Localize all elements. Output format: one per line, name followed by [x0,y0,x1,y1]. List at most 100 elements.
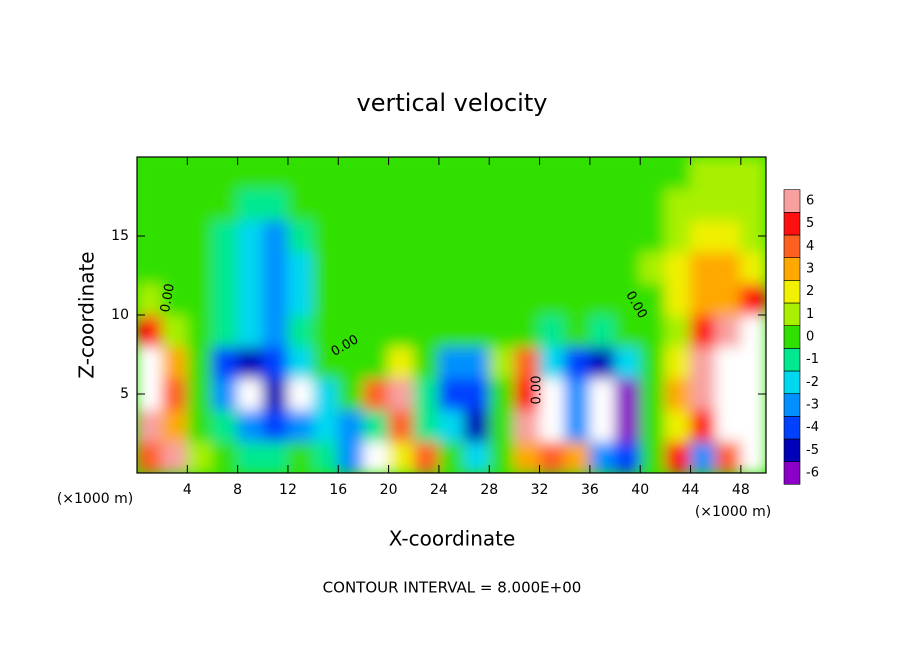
cell [388,440,415,473]
y-tick-label: 10 [111,307,129,323]
x-unit: (×1000 m) [695,504,771,520]
cell [413,346,440,379]
colorbar-label: -3 [806,398,819,413]
cell [362,346,390,379]
cell [463,219,490,253]
cell [513,188,541,221]
cell [690,282,717,316]
cell [513,346,541,379]
cell [186,346,213,379]
colorbar-label: -5 [806,443,819,458]
cell [237,251,264,284]
cell [513,219,541,253]
cell [513,251,541,284]
cell [589,440,616,473]
cell [312,409,339,442]
cell [388,188,415,221]
cell [513,314,541,348]
cell [413,440,440,473]
cell [262,219,289,253]
cell [362,157,390,190]
cell [513,282,541,316]
cell [312,314,339,348]
cell [161,188,188,221]
cell [413,377,440,411]
cell [262,314,289,348]
cell [186,251,213,284]
x-tick-label: 8 [233,482,242,498]
cell [287,251,314,284]
cell [438,282,465,316]
cell [564,377,591,411]
cell [388,346,415,379]
cell [237,282,264,316]
cell [589,409,616,442]
cell [161,409,188,442]
x-tick-label: 28 [480,482,498,498]
cell [312,188,339,221]
colorbar-swatch [783,393,801,417]
cell [690,251,717,284]
cell [413,157,440,190]
cell [463,314,490,348]
cell [614,219,641,253]
cell [564,346,591,379]
cell [287,440,314,473]
cell [186,409,213,442]
cell [211,377,239,411]
cell [211,314,239,348]
cell [589,346,616,379]
cell [211,251,239,284]
cell [614,377,641,411]
cell [237,409,264,442]
cell [463,157,490,190]
cell [564,314,591,348]
cell [614,251,641,284]
cell [488,314,515,348]
cell [312,251,339,284]
cell [161,346,188,379]
cells [137,157,766,473]
cell [564,409,591,442]
cell [664,188,692,221]
cell [161,314,188,348]
cell [664,440,692,473]
cell [438,157,465,190]
cell [614,282,641,316]
cell [312,377,339,411]
cell [438,188,465,221]
cell [337,157,364,190]
contour-label: 0.00 [158,282,178,313]
cell [715,157,742,190]
cell [337,314,364,348]
cell [740,346,766,379]
cell [564,440,591,473]
cell [488,219,515,253]
cell [664,409,692,442]
cell [488,282,515,316]
cell [237,440,264,473]
cell [362,409,390,442]
cell [262,282,289,316]
cell [211,188,239,221]
cell [639,409,666,442]
cell [715,314,742,348]
cell [388,219,415,253]
cell [740,282,766,316]
colorbar-label: 2 [806,284,814,299]
cell [413,188,440,221]
x-unit: (×1000 m) [57,491,133,507]
cell [362,314,390,348]
cell [539,251,566,284]
cell [539,440,566,473]
cell [463,409,490,442]
cell [614,440,641,473]
cell [589,377,616,411]
colorbar-swatch [783,461,801,485]
cell [614,188,641,221]
cell [589,157,616,190]
cell [715,440,742,473]
cell [539,409,566,442]
cell [287,157,314,190]
cell [539,314,566,348]
